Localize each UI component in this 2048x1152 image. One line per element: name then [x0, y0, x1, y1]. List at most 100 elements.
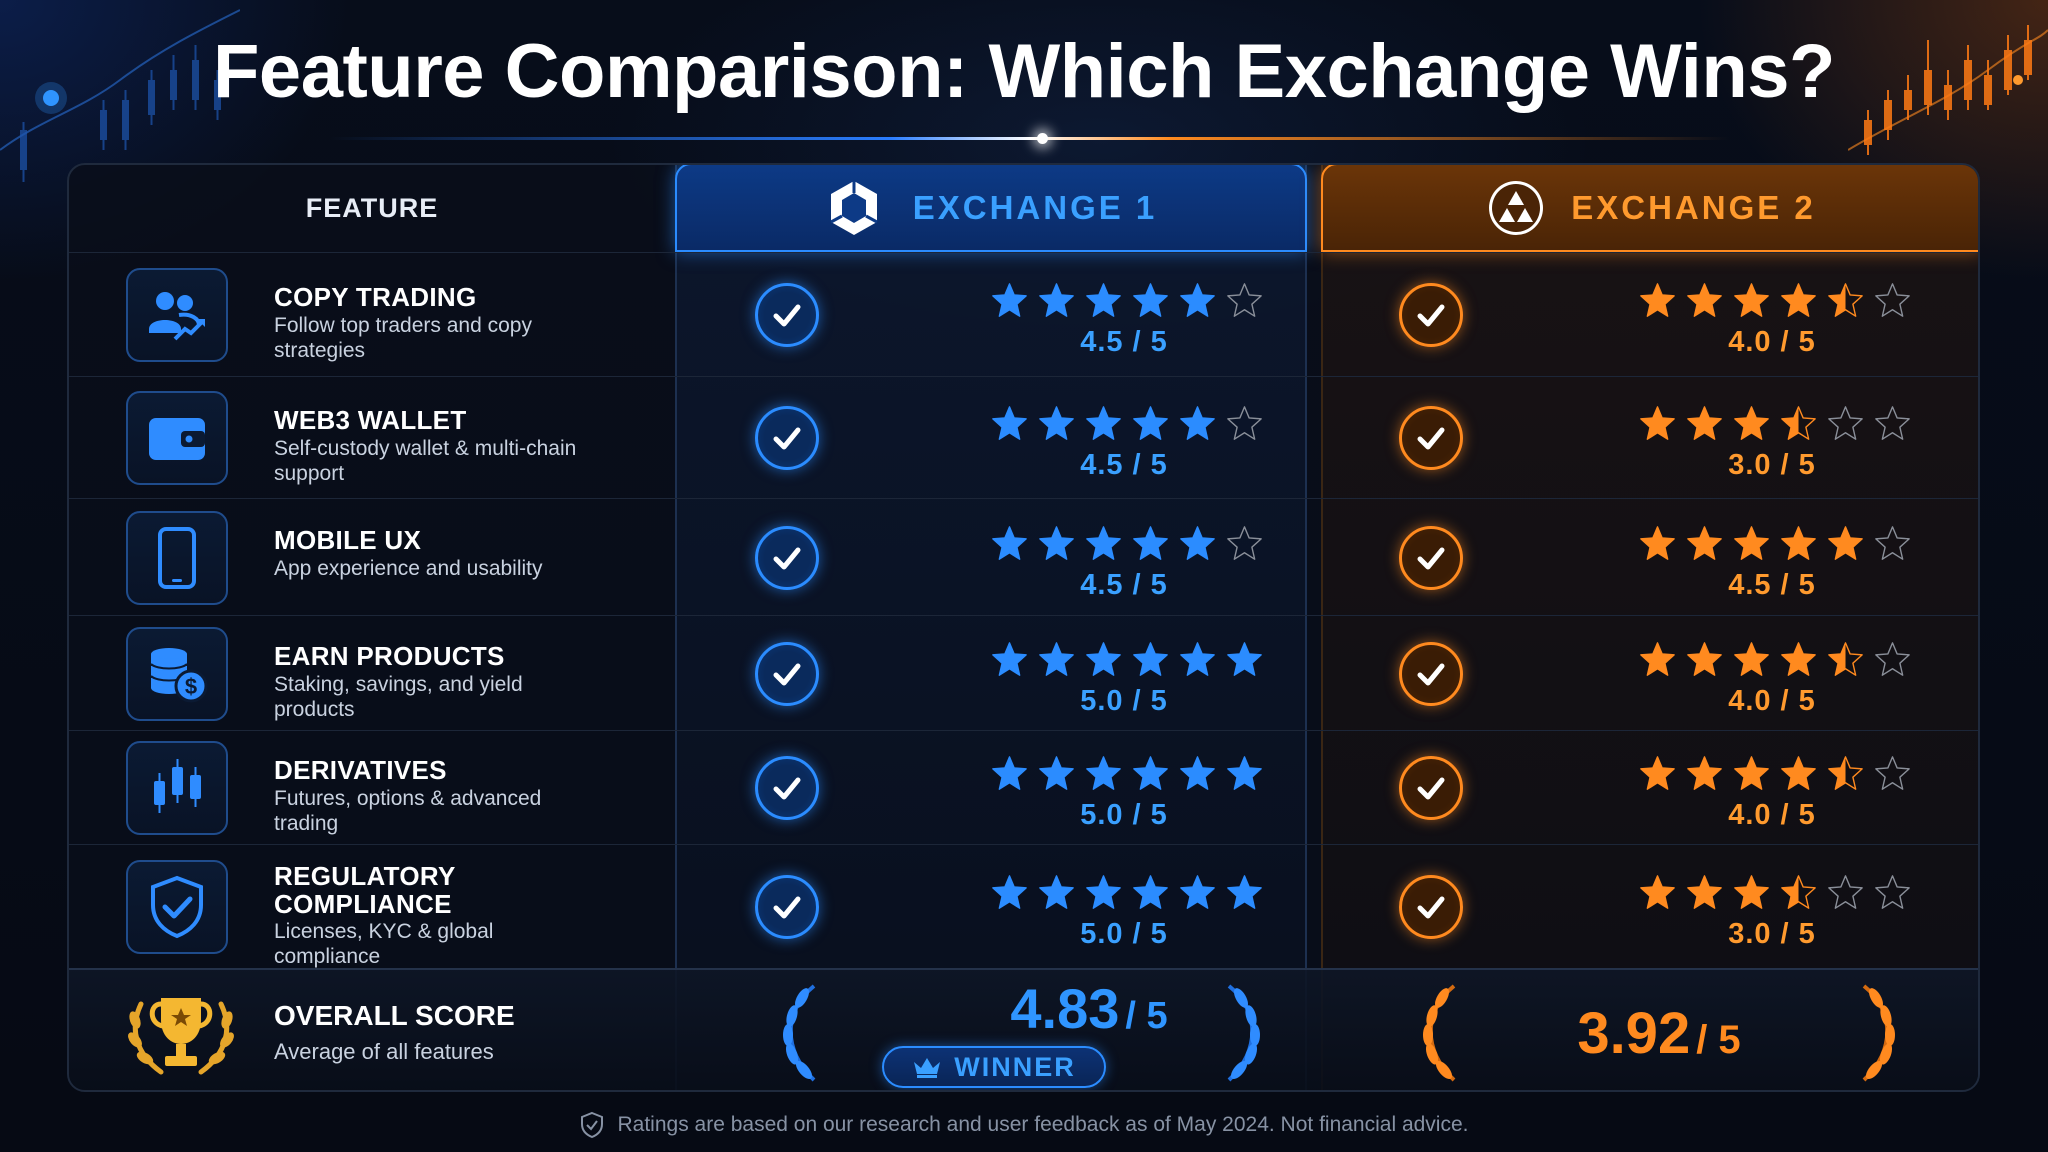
title-divider-dot — [1037, 133, 1048, 144]
exchange2-check-icon — [1399, 641, 1463, 706]
exchange1-star-6-icon — [1227, 525, 1262, 560]
title-divider — [330, 137, 1730, 140]
exchange2-overall-score: 3.92/ 5 — [1509, 1000, 1809, 1067]
exchange1-star-3-icon — [1086, 525, 1121, 560]
exchange1-star-rating — [991, 282, 1263, 319]
exchange2-check-icon — [1399, 283, 1463, 347]
laurel-right-blue-icon — [1227, 984, 1260, 1082]
exchange2-star-6-icon — [1875, 756, 1910, 790]
exchange1-check-icon — [755, 406, 819, 470]
exchange1-star-6-icon — [1227, 641, 1262, 676]
table-row: COPY TRADING Follow top traders and copy … — [69, 252, 1978, 376]
exchange1-score: 4.5 / 5 — [1080, 449, 1168, 481]
exchange1-star-4-icon — [1133, 283, 1168, 317]
exchange1-star-4-icon — [1133, 525, 1168, 560]
page-title: Feature Comparison: Which Exchange Wins? — [213, 29, 1835, 114]
feature-title: COPY TRADING — [274, 282, 477, 312]
exchange1-star-1-icon — [992, 756, 1027, 790]
exchange1-star-rating — [991, 405, 1263, 442]
disclaimer: Ratings are based on our research and us… — [0, 1110, 2048, 1140]
exchange1-star-6-icon — [1227, 283, 1262, 317]
exchange2-header: EXCHANGE 2 — [1321, 165, 1978, 252]
exchange1-star-6-icon — [1227, 406, 1262, 440]
exchange1-star-5-icon — [1180, 756, 1215, 790]
exchange2-check-icon — [1399, 406, 1463, 470]
exchange1-star-3-icon — [1086, 406, 1121, 440]
exchange2-star-rating — [1639, 755, 1911, 792]
exchange1-star-1-icon — [992, 283, 1027, 317]
exchange2-star-5-icon — [1828, 525, 1863, 560]
exchange1-star-2-icon — [1039, 406, 1074, 440]
exchange2-star-4-icon — [1781, 406, 1816, 440]
exchange2-name: EXCHANGE 2 — [1571, 188, 1816, 226]
exchange1-score: 5.0 / 5 — [1080, 918, 1168, 950]
table-row: WEB3 WALLET Self-custody wallet & multi-c… — [69, 376, 1978, 498]
exchange2-star-5-icon — [1828, 756, 1863, 790]
svg-text:$: $ — [185, 674, 197, 699]
exchange1-star-2-icon — [1039, 875, 1074, 909]
exchange2-star-3-icon — [1734, 875, 1769, 909]
disclaimer-text: Ratings are based on our research and us… — [617, 1113, 1469, 1136]
exchange1-star-5-icon — [1180, 875, 1215, 909]
exchange2-score: 4.0 / 5 — [1728, 799, 1816, 831]
overall-score-title: OVERALL SCORE — [274, 1000, 515, 1031]
exchange2-star-5-icon — [1828, 875, 1863, 909]
exchange1-score: 5.0 / 5 — [1080, 799, 1168, 831]
trophy-icon — [128, 998, 234, 1075]
exchange1-star-rating — [991, 755, 1263, 792]
exchange2-star-3-icon — [1734, 641, 1769, 676]
laurel-right-orange-icon — [1862, 984, 1895, 1082]
exchange1-star-1-icon — [992, 406, 1027, 440]
exchange2-star-1-icon — [1640, 525, 1675, 560]
exchange1-star-5-icon — [1180, 406, 1215, 440]
exchange1-star-2-icon — [1039, 525, 1074, 560]
exchange2-star-rating — [1639, 641, 1911, 678]
exchange1-score: 4.5 / 5 — [1080, 568, 1168, 601]
exchange2-star-1-icon — [1640, 283, 1675, 317]
exchange1-star-2-icon — [1039, 283, 1074, 317]
exchange1-overall-denominator: / 5 — [1125, 995, 1168, 1037]
exchange2-star-6-icon — [1875, 525, 1910, 560]
exchange2-star-rating — [1639, 405, 1911, 442]
exchange2-star-4-icon — [1781, 756, 1816, 790]
crown-icon — [914, 1058, 941, 1078]
exchange1-check-icon — [755, 756, 819, 820]
exchange1-star-5-icon — [1180, 283, 1215, 317]
exchange2-score: 4.0 / 5 — [1728, 684, 1816, 717]
exchange2-star-2-icon — [1687, 525, 1722, 560]
shield-check-small-icon — [581, 1111, 604, 1139]
exchange1-star-4-icon — [1133, 875, 1168, 909]
exchange2-star-3-icon — [1734, 283, 1769, 317]
exchange1-star-rating — [991, 641, 1263, 678]
exchange1-name: EXCHANGE 1 — [912, 188, 1158, 226]
exchange2-star-2-icon — [1687, 283, 1722, 317]
exchange2-star-1-icon — [1640, 641, 1675, 676]
feature-description: Futures, options & advanced trading — [274, 787, 542, 835]
exchange2-logo-icon — [1489, 180, 1544, 235]
exchange2-star-5-icon — [1828, 406, 1863, 440]
exchange2-star-4-icon — [1781, 283, 1816, 317]
exchange2-star-rating — [1639, 874, 1911, 911]
feature-title: EARN PRODUCTS — [274, 640, 505, 671]
feature-description: Staking, savings, and yield products — [274, 672, 523, 721]
exchange1-star-4-icon — [1133, 641, 1168, 676]
exchange1-star-rating — [991, 874, 1263, 911]
exchange2-overall-denominator: / 5 — [1696, 1018, 1741, 1062]
table-row: REGULATORY COMPLIANCE Licenses, KYC & glo… — [69, 844, 1978, 968]
exchange2-star-2-icon — [1687, 756, 1722, 790]
exchange1-star-1-icon — [992, 641, 1027, 676]
exchange2-star-rating — [1639, 525, 1911, 562]
exchange1-star-1-icon — [992, 875, 1027, 909]
feature-title: WEB3 WALLET — [274, 405, 467, 435]
exchange1-logo-icon — [830, 180, 878, 235]
feature-title: MOBILE UX — [274, 524, 422, 555]
exchange2-star-4-icon — [1781, 641, 1816, 676]
exchange2-star-3-icon — [1734, 525, 1769, 560]
table-row: MOBILE UX App experience and usability 4.5… — [69, 498, 1978, 615]
exchange2-star-2-icon — [1687, 406, 1722, 440]
coins-dollar-icon: $ — [126, 626, 228, 721]
exchange2-star-5-icon — [1828, 641, 1863, 676]
exchange2-star-1-icon — [1640, 406, 1675, 440]
exchange1-check-icon — [755, 283, 819, 347]
exchange2-check-icon — [1399, 756, 1463, 820]
